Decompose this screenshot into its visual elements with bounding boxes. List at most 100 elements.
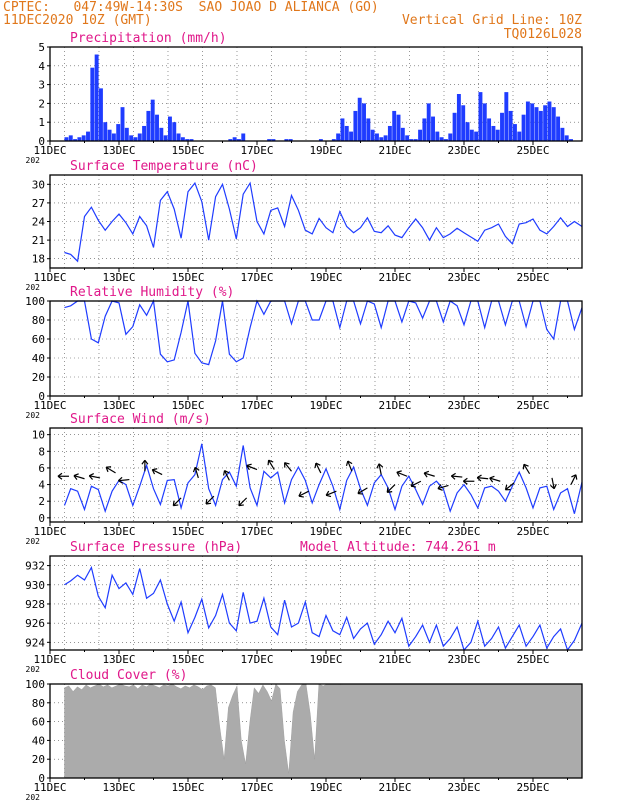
wind-arrow-shaft [451, 475, 463, 478]
header-grid-line-note: Vertical Grid Line: 10Z [401, 13, 582, 28]
precip-bar [129, 135, 134, 141]
wind-arrow-head [106, 466, 112, 468]
wind-arrow-head [357, 492, 364, 495]
wind-arrow-head [462, 480, 468, 485]
precip-bar [487, 118, 492, 141]
precip-bar [68, 135, 73, 141]
precip-bar [163, 135, 168, 141]
precip-xtick-label: 23DEC [447, 144, 480, 157]
wind-arrow-shaft [378, 463, 382, 475]
header-run-time: 11DEC2020 10Z (GMT) [3, 13, 152, 28]
press-ytick-label: 930 [25, 579, 45, 592]
precip-bar [461, 105, 466, 141]
temp-frame [49, 174, 583, 269]
precip-bar [469, 129, 474, 141]
wind-arrow-shaft [505, 482, 515, 491]
wind-arrow-head [88, 475, 94, 480]
cloud-ytick-label: 80 [32, 697, 45, 710]
cloud-panel [47, 683, 583, 782]
precip-bar [370, 129, 375, 141]
press-xtick-label: 23DEC [447, 653, 480, 666]
wind-ytick-label: 4 [38, 479, 45, 492]
wind-arrow-head [386, 487, 389, 493]
wind-arrow-head [553, 483, 557, 489]
wind-arrow-shaft [194, 467, 199, 479]
precip-bar [176, 133, 181, 141]
temp-ytick-label: 18 [32, 253, 45, 266]
precip-bar [172, 122, 177, 141]
cloud-ytick-label: 100 [25, 678, 45, 691]
temp-xtick-label: 17DEC [240, 271, 273, 284]
header-model-id: TQ0126L028 [503, 27, 582, 42]
rh-xtick-label: 15DEC [171, 399, 204, 412]
press-frame [49, 555, 583, 651]
precip-title: Precipitation (mm/h) [70, 31, 227, 46]
wind-arrow [386, 484, 396, 493]
precip-bar [73, 139, 78, 141]
wind-arrow-head [571, 474, 577, 478]
precip-bar [228, 139, 233, 141]
wind-arrow [298, 490, 310, 498]
wind-arrow-head [105, 467, 109, 473]
wind-xtick-label: 13DEC [102, 525, 135, 538]
wind-xtick-label: 17DEC [240, 525, 273, 538]
precip-bar [137, 133, 142, 141]
temp-xtick-label: 15DEC [171, 271, 204, 284]
wind-arrow-head [325, 494, 332, 498]
wind-title: Surface Wind (m/s) [70, 412, 211, 427]
precip-bar [439, 137, 444, 141]
precip-bar [357, 97, 362, 141]
precip-bar [556, 116, 561, 141]
press-annotation: Model Altitude: 744.261 m [300, 540, 496, 555]
precip-bar [534, 107, 539, 141]
wind-arrow-shaft [118, 478, 130, 482]
precip-bar [155, 114, 159, 141]
press-title: Surface Pressure (hPa) [70, 540, 242, 555]
wind-arrow-head [118, 480, 123, 484]
wind-arrow-head [151, 469, 156, 475]
wind-arrow [192, 466, 200, 479]
rh-xtick-label: 25DEC [516, 399, 549, 412]
rh-ytick-label: 0 [38, 390, 45, 403]
rh-xtick-label: 17DEC [240, 399, 273, 412]
precip-bar [340, 118, 345, 141]
wind-arrow-head [315, 462, 321, 466]
wind-arrow [504, 482, 515, 491]
precip-bar [374, 133, 379, 141]
precip-bar [81, 135, 86, 141]
rh-xtick-label: 23DEC [447, 399, 480, 412]
wind-arrow-shaft [347, 460, 353, 472]
precip-bar [482, 103, 487, 141]
precip-bar [418, 129, 423, 141]
wind-arrow-head [194, 466, 200, 471]
precip-bar [133, 137, 138, 141]
precip-bar [392, 110, 397, 141]
temp-xtick-label: 25DEC [516, 271, 549, 284]
wind-arrow-shaft [386, 484, 396, 493]
wind-ytick-label: 8 [38, 445, 45, 458]
precip-bar [90, 67, 95, 141]
wind-arrow [462, 477, 475, 485]
wind-arrow-shaft [551, 477, 555, 489]
wind-arrow-head [118, 476, 123, 482]
wind-arrow-head [192, 467, 196, 473]
wind-arrow-shaft [89, 475, 101, 479]
precip-bar [564, 135, 569, 141]
wind-arrow-head [345, 460, 349, 467]
precip-ytick-label: 4 [38, 60, 45, 73]
precip-bar [94, 54, 99, 141]
wind-arrow-head [410, 481, 414, 487]
precip-bar [318, 139, 323, 141]
precip-bar [448, 133, 453, 141]
wind-xtick-label: 19DEC [309, 525, 342, 538]
precip-bar [409, 139, 414, 141]
rh-frame [49, 300, 583, 397]
precip-bar [543, 105, 548, 141]
precip-bar [241, 133, 246, 141]
precip-bar [189, 139, 194, 141]
cloud-xtick-label: 11DEC [33, 781, 66, 794]
wind-ytick-label: 10 [32, 429, 45, 442]
precip-bar [116, 124, 121, 141]
wind-arrow [172, 497, 182, 507]
precip-bar [353, 110, 358, 141]
